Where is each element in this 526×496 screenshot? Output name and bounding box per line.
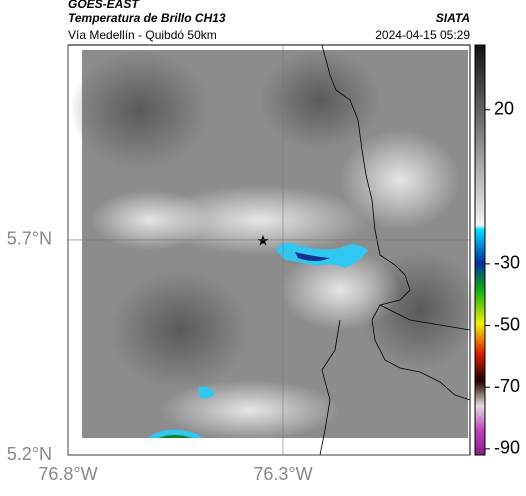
colorbar (474, 44, 486, 456)
borders (319, 44, 471, 456)
colorbar-label: -70 (494, 376, 520, 396)
region: Vía Medellín - Quibdó 50km (68, 28, 217, 42)
source: GOES-EAST (68, 0, 140, 11)
timestamp: 2024-04-15 05:29 (375, 28, 470, 42)
colorbar-label: 20 (494, 98, 514, 118)
lat-label: 5.7°N (7, 229, 52, 249)
lon-label: 76.3°W (253, 464, 312, 484)
title: Temperatura de Brillo CH13 (68, 11, 226, 25)
cold-clouds (148, 242, 368, 438)
colorbar-label: -90 (494, 438, 520, 458)
imagery-texture (70, 50, 480, 440)
brand: SIATA (436, 11, 470, 25)
colorbar-label: -30 (494, 253, 520, 273)
location-star (257, 235, 269, 246)
lat-label: 5.2°N (7, 444, 52, 464)
colorbar-label: -50 (494, 314, 520, 334)
lon-label: 76.8°W (38, 464, 97, 484)
